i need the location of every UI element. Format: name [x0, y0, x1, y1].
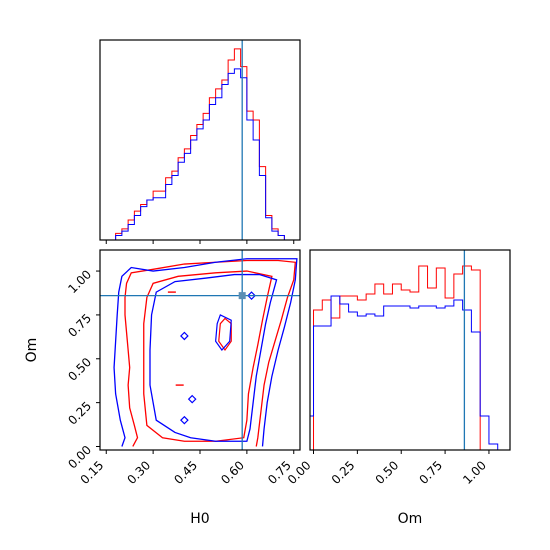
contour-blue-diamond [180, 331, 189, 341]
om-y-axis-label: Om [24, 338, 40, 363]
contour-blue-outer [113, 258, 298, 447]
om-hist-frame [309, 249, 511, 451]
h0-om-contour-panel: 0.15 0.30 0.45 0.60 0.750.000.250.500.751.00 [65, 249, 301, 487]
truth-marker [238, 292, 246, 300]
om-tick-label: 1.00 [460, 458, 489, 487]
h0-hist-frame [99, 39, 301, 241]
h0-tick-label: 0.30 [124, 458, 153, 487]
om-hist-blue [310, 295, 507, 450]
h0-histogram-panel [99, 39, 301, 244]
om-histogram-panel: 0.00 0.25 0.50 0.75 1.00 [285, 249, 511, 487]
contour-blue-diamond [187, 394, 197, 404]
h0-tick-label: 0.60 [218, 458, 247, 487]
om-tick-label: 0.50 [373, 458, 402, 487]
h0-hist-blue [115, 68, 291, 240]
om-hist-red [310, 265, 507, 450]
om-tick-label: 0.00 [285, 458, 314, 487]
om-y-tick-label: 0.75 [65, 311, 94, 340]
contour-blue-island [215, 314, 232, 351]
om-axis-label: Om [398, 511, 423, 527]
contour-red-island [218, 317, 232, 352]
om-y-tick-label: 0.50 [65, 355, 94, 384]
h0-tick-label: 0.45 [171, 458, 200, 487]
contour-red-outer [124, 259, 297, 447]
om-y-tick-label: 0.25 [65, 399, 94, 428]
h0-hist-red [115, 48, 291, 240]
contour-frame [99, 249, 301, 451]
contour-blue-diamond [180, 415, 189, 425]
om-tick-label: 0.75 [416, 458, 445, 487]
contour-series [100, 250, 300, 450]
contour-blue-diamond [247, 291, 256, 300]
contour-blue-inner [149, 273, 278, 442]
om-histogram-series [310, 250, 507, 450]
contour-red-inner [143, 270, 273, 442]
om-y-tick-label: 1.00 [65, 267, 94, 296]
h0-axis-label: H0 [190, 511, 209, 527]
h0-histogram-series [115, 40, 291, 240]
om-tick-label: 0.25 [329, 458, 358, 487]
